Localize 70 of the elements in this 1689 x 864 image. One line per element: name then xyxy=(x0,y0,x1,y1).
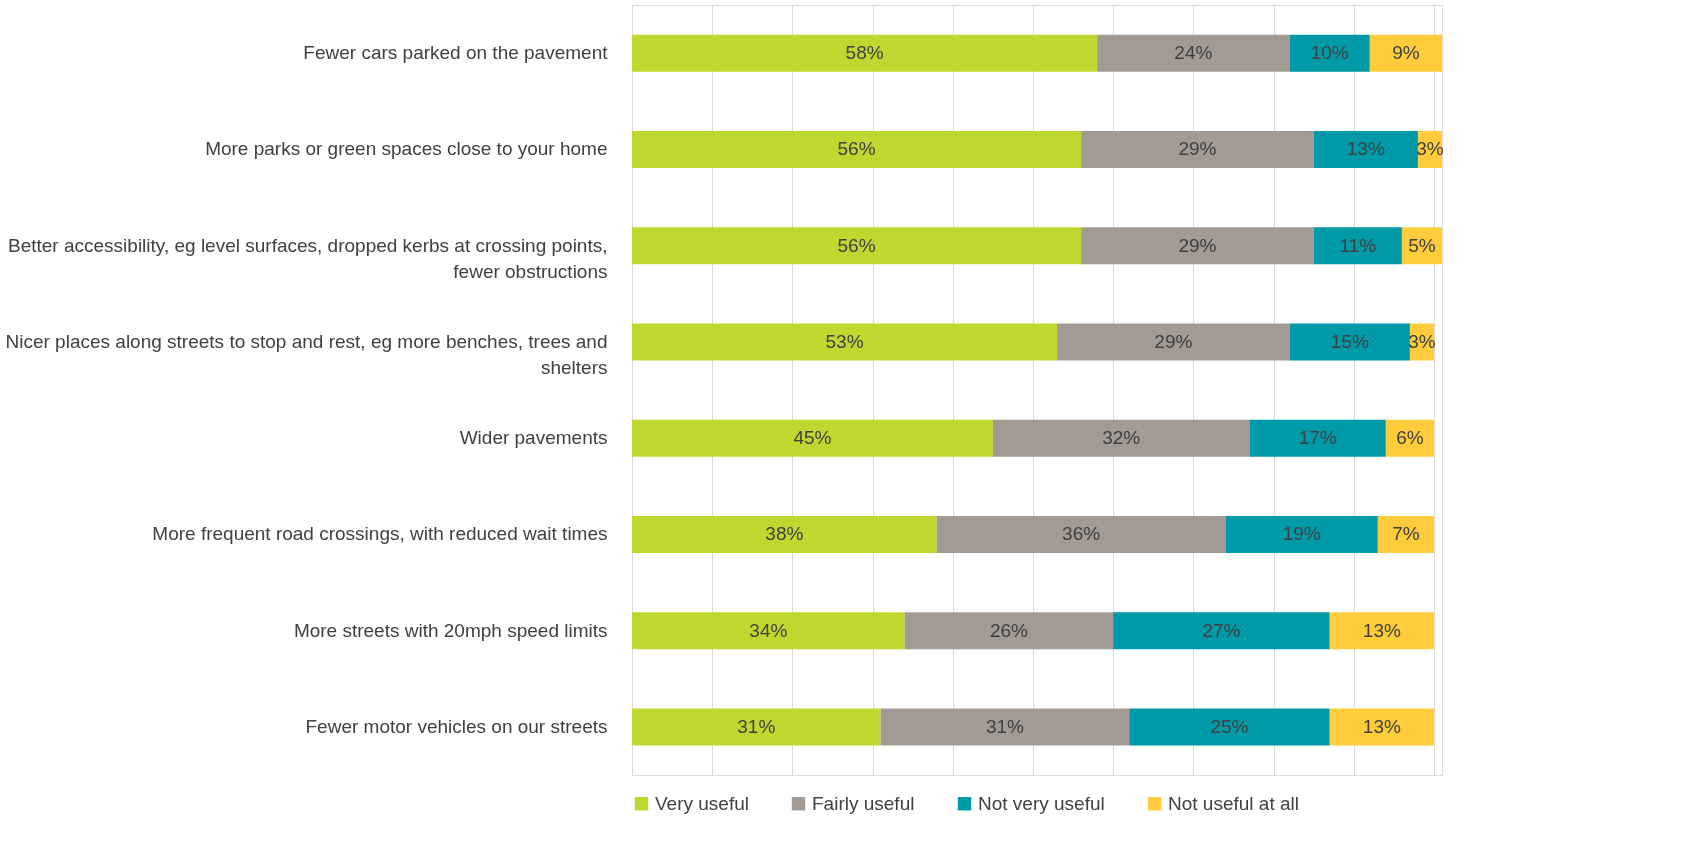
bar xyxy=(632,34,1098,72)
data-label: 13% xyxy=(1346,138,1385,160)
bar xyxy=(1289,323,1410,361)
legend-label: Fairly useful xyxy=(812,792,915,814)
data-label: 11% xyxy=(1339,234,1377,256)
y-tick-label: More streets with 20mph speed limits xyxy=(293,619,608,641)
legend-label: Not useful at all xyxy=(1168,792,1299,814)
y-tick-label: Nicer places along streets to stop and rest, eg more benches, trees and shelters xyxy=(5,330,608,378)
bar xyxy=(632,515,937,553)
data-label: 15% xyxy=(1330,330,1369,352)
bar xyxy=(1081,227,1314,265)
data-label: 17% xyxy=(1298,427,1337,449)
bar xyxy=(632,419,993,457)
data-label: 25% xyxy=(1210,715,1249,737)
bar xyxy=(1225,515,1378,553)
bar xyxy=(632,708,881,746)
bar xyxy=(632,227,1082,265)
bar xyxy=(632,612,905,650)
data-label: 5% xyxy=(1408,234,1436,256)
legend-label: Not very useful xyxy=(978,792,1105,814)
data-label: 6% xyxy=(1396,427,1424,449)
y-tick-label: Better accessibility, eg level surfaces, dropped kerbs at crossing points, fewer obstructions xyxy=(8,234,608,282)
data-label: 9% xyxy=(1392,42,1420,64)
data-label: 24% xyxy=(1174,42,1213,64)
y-tick-label: Fewer cars parked on the pavement xyxy=(303,42,609,64)
data-label: 26% xyxy=(989,619,1029,641)
bar xyxy=(1129,708,1330,746)
bar xyxy=(936,515,1226,553)
data-label: 36% xyxy=(1062,523,1101,545)
data-label: 45% xyxy=(793,427,832,449)
data-label: 13% xyxy=(1362,619,1401,641)
data-label: 32% xyxy=(1102,427,1141,449)
bar xyxy=(1289,34,1370,72)
bar xyxy=(992,419,1250,457)
bar xyxy=(1313,130,1418,168)
bar xyxy=(1329,612,1434,650)
data-label: 38% xyxy=(765,523,804,545)
bar xyxy=(1369,34,1442,72)
data-label: 31% xyxy=(985,715,1025,737)
legend-label: Very useful xyxy=(655,792,749,814)
data-label: 29% xyxy=(1178,138,1217,160)
data-label: 53% xyxy=(825,330,864,352)
y-tick-label: More frequent road crossings, with reduced wait times xyxy=(152,523,608,545)
data-label: 13% xyxy=(1362,715,1401,737)
bar xyxy=(1113,612,1330,650)
bar xyxy=(632,130,1082,168)
bar xyxy=(1081,130,1314,168)
bar xyxy=(880,708,1130,746)
bar xyxy=(1377,515,1434,553)
data-label: 27% xyxy=(1202,619,1241,641)
data-label: 7% xyxy=(1392,523,1420,545)
bar xyxy=(632,323,1058,361)
bar xyxy=(904,612,1114,650)
bar xyxy=(1313,227,1402,265)
bar xyxy=(1097,34,1290,72)
data-label: 31% xyxy=(737,715,776,737)
data-label: 34% xyxy=(749,619,788,641)
data-label: 58% xyxy=(845,42,884,64)
y-tick-label: Fewer motor vehicles on our streets xyxy=(305,715,608,737)
data-label: 29% xyxy=(1154,330,1193,352)
bar xyxy=(1329,708,1434,746)
bar xyxy=(1249,419,1386,457)
data-label: 29% xyxy=(1178,234,1217,256)
data-label: 19% xyxy=(1282,523,1321,545)
y-tick-label: Wider pavements xyxy=(459,427,608,449)
data-label: 56% xyxy=(837,138,876,160)
data-label: 10% xyxy=(1310,42,1349,64)
y-tick-label: More parks or green spaces close to your home xyxy=(205,138,608,160)
data-label: 56% xyxy=(837,234,876,256)
bar xyxy=(1057,323,1290,361)
